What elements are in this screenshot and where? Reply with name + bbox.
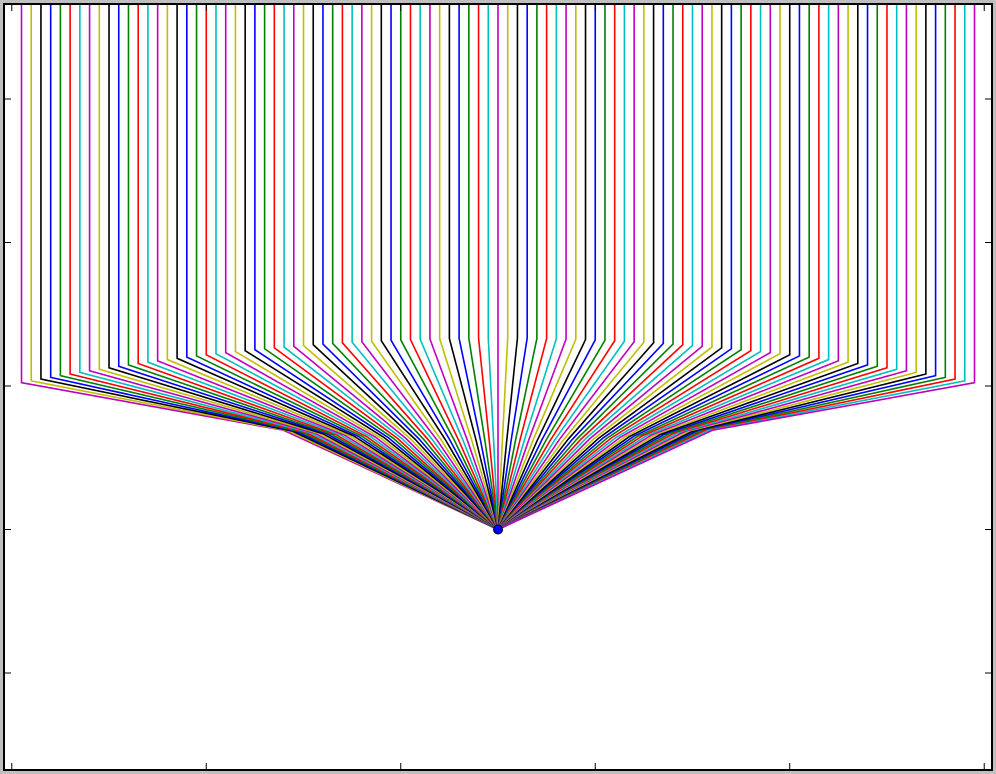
ray <box>156 4 499 531</box>
ray <box>69 4 499 531</box>
ray <box>429 4 499 530</box>
ray <box>487 4 499 530</box>
ray <box>497 4 567 530</box>
ray <box>497 4 694 531</box>
rays <box>20 4 976 535</box>
ray <box>497 4 538 530</box>
ray <box>312 4 499 531</box>
ray <box>176 4 499 531</box>
ray <box>497 4 869 531</box>
ray <box>497 4 645 530</box>
ray <box>497 4 606 530</box>
ray <box>497 4 577 530</box>
ray <box>263 4 499 531</box>
ray <box>137 4 499 531</box>
ray <box>497 4 597 530</box>
ray <box>497 4 616 530</box>
ray <box>361 4 499 530</box>
ray <box>497 4 635 530</box>
ray <box>254 4 499 531</box>
ray <box>497 4 519 530</box>
ray <box>497 4 674 531</box>
ray <box>205 4 499 531</box>
ray <box>497 4 772 531</box>
ticks <box>4 4 992 770</box>
ray <box>448 4 499 530</box>
ray <box>497 4 879 531</box>
ray <box>234 4 499 531</box>
focus-point <box>493 524 503 535</box>
ray <box>477 4 499 530</box>
ray <box>497 4 626 530</box>
ray <box>497 4 752 531</box>
ray <box>497 4 713 531</box>
ray <box>166 4 499 531</box>
ray <box>419 4 499 530</box>
ray <box>186 4 499 531</box>
ray <box>497 4 976 531</box>
ray <box>497 4 908 531</box>
ray <box>79 4 499 531</box>
ray <box>497 4 704 531</box>
ray <box>468 4 499 530</box>
ray <box>224 4 499 531</box>
ray <box>341 4 499 530</box>
ray <box>98 4 499 531</box>
ray <box>244 4 499 531</box>
ray <box>497 4 898 531</box>
ray <box>322 4 499 531</box>
ray <box>497 4 558 530</box>
ray <box>292 4 499 531</box>
ray <box>59 4 499 531</box>
ray <box>108 4 499 531</box>
ray <box>497 4 820 531</box>
ray <box>497 4 810 531</box>
ray <box>390 4 499 530</box>
ray <box>438 4 499 530</box>
ray <box>88 4 499 531</box>
ray <box>283 4 499 531</box>
ray <box>497 4 742 531</box>
ray <box>195 4 499 531</box>
ray <box>147 4 499 531</box>
axes-frame <box>3 3 993 771</box>
ray <box>351 4 499 530</box>
ray <box>497 4 927 531</box>
ray <box>497 4 587 530</box>
ray <box>370 4 499 530</box>
ray <box>497 4 509 530</box>
ray <box>497 4 801 531</box>
ray <box>458 4 499 530</box>
ray <box>497 4 548 530</box>
ray <box>302 4 499 531</box>
ray <box>399 4 499 530</box>
ray <box>409 4 499 530</box>
ray <box>331 4 499 531</box>
ray <box>497 4 849 531</box>
ray <box>273 4 499 531</box>
ray <box>497 4 655 530</box>
ray <box>497 4 665 531</box>
ray <box>497 4 723 531</box>
ray <box>497 4 859 531</box>
ray <box>497 4 791 531</box>
ray <box>497 4 528 530</box>
ray <box>497 4 840 531</box>
ray <box>497 4 917 531</box>
ray <box>127 4 499 531</box>
ray <box>497 4 733 531</box>
ray <box>117 4 499 531</box>
ray <box>215 4 499 531</box>
ray <box>497 4 762 531</box>
ray <box>497 4 888 531</box>
ray <box>497 4 781 531</box>
ray <box>497 4 684 531</box>
ray <box>497 4 830 531</box>
ray <box>380 4 499 530</box>
